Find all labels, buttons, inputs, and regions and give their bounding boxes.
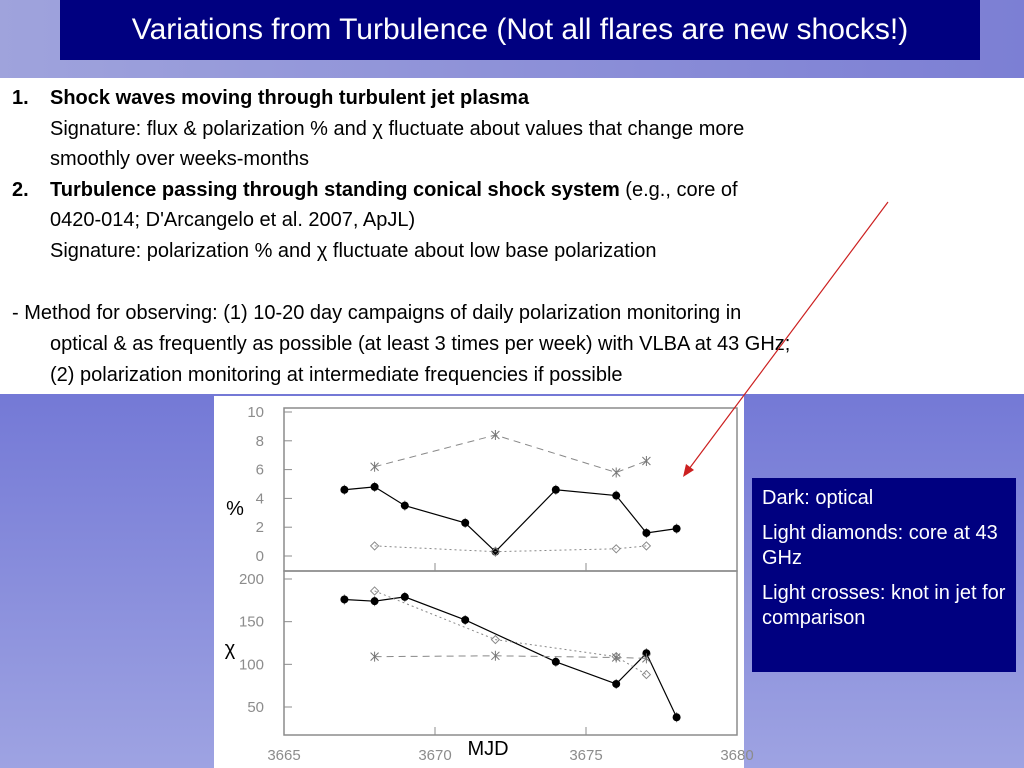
legend-dark: Dark: optical bbox=[762, 487, 874, 509]
chi-core-point bbox=[641, 669, 652, 680]
arrow-head-icon bbox=[683, 464, 694, 477]
x-axis-label: MJD bbox=[467, 738, 508, 760]
pct-core-point bbox=[369, 541, 380, 551]
chi-optical-point bbox=[370, 597, 379, 606]
chi-knot-point bbox=[642, 653, 651, 664]
item-2-number: 2. bbox=[12, 179, 29, 201]
chi-knot-line bbox=[374, 655, 647, 659]
chi-core-point bbox=[369, 586, 380, 596]
chi-core-43-GHz-line bbox=[374, 590, 647, 676]
method-line-2: optical & as frequently as possible (at … bbox=[50, 333, 791, 355]
y-tick-label-top: 8 bbox=[256, 433, 264, 450]
chi-optical-point bbox=[461, 615, 470, 624]
pct-optical-line bbox=[344, 486, 677, 553]
pct-optical-point bbox=[612, 491, 621, 500]
pct-optical-point bbox=[461, 518, 470, 527]
y-tick-label-bottom: 150 bbox=[239, 614, 264, 631]
bottom-plot-frame bbox=[283, 570, 738, 736]
chi-knot-point bbox=[370, 651, 379, 662]
pct-optical-point bbox=[340, 485, 349, 494]
item-1-signature: Signature: flux & polarization % and χ f… bbox=[50, 118, 745, 140]
pct-knot-point bbox=[611, 467, 621, 478]
y-tick-label-top: 10 bbox=[247, 404, 264, 421]
pct-core-point bbox=[641, 541, 652, 551]
chi-optical-point bbox=[612, 679, 621, 688]
chi-core-point bbox=[490, 634, 501, 645]
y-tick-label-top: 6 bbox=[256, 462, 264, 479]
item-2-reference: 0420-014; D'Arcangelo et al. 2007, ApJL) bbox=[50, 209, 416, 231]
pct-knot-point bbox=[491, 430, 500, 441]
legend-box: Dark: optical Light diamonds: core at 43… bbox=[752, 478, 1016, 672]
y-tick-label-top: 0 bbox=[256, 548, 264, 565]
pct-core-43-GHz-line bbox=[374, 545, 647, 553]
chi-optical-point bbox=[551, 657, 560, 666]
pct-optical-point bbox=[551, 485, 560, 494]
pct-optical-point bbox=[370, 482, 379, 491]
y-tick-label-bottom: 200 bbox=[239, 571, 264, 588]
item-2-heading: Turbulence passing through standing coni… bbox=[50, 179, 738, 201]
chi-optical-point bbox=[642, 649, 651, 658]
page-title: Variations from Turbulence (Not all flar… bbox=[60, 0, 980, 60]
plot-panel bbox=[214, 396, 744, 768]
chi-knot-point bbox=[491, 650, 500, 661]
y-tick-label-bottom: 100 bbox=[239, 656, 264, 673]
pct-knot-point bbox=[370, 461, 379, 472]
chi-optical-point bbox=[340, 595, 349, 604]
method-line-3: (2) polarization monitoring at intermedi… bbox=[50, 364, 623, 386]
x-tick-label: 3670 bbox=[418, 747, 451, 764]
legend-diamonds: Light diamonds: core at 43 GHz bbox=[762, 522, 998, 569]
y-tick-label-bottom: 50 bbox=[247, 699, 264, 716]
chi-optical-line bbox=[344, 596, 678, 718]
pointer-arrow bbox=[685, 201, 889, 474]
y-axis-label-percent: % bbox=[226, 498, 244, 520]
pct-optical-point bbox=[400, 501, 409, 510]
pct-knot-line bbox=[374, 434, 647, 474]
item-1-signature-cont: smoothly over weeks-months bbox=[50, 148, 309, 170]
y-tick-label-top: 2 bbox=[256, 519, 264, 536]
pct-optical-point bbox=[672, 524, 681, 533]
chi-optical-point bbox=[400, 592, 409, 601]
pct-core-point bbox=[490, 546, 501, 557]
method-line-1: - Method for observing: (1) 10-20 day ca… bbox=[12, 302, 742, 324]
item-1-number: 1. bbox=[12, 87, 29, 109]
y-axis-label-chi: χ bbox=[225, 638, 236, 660]
pct-core-point bbox=[611, 544, 621, 554]
chi-knot-point bbox=[611, 652, 621, 663]
y-tick-label-top: 4 bbox=[256, 490, 264, 507]
x-tick-label: 3680 bbox=[720, 747, 753, 764]
pct-knot-point bbox=[642, 455, 651, 466]
item-1-heading: Shock waves moving through turbulent jet… bbox=[50, 87, 529, 109]
pct-optical-point bbox=[642, 528, 651, 537]
text-content: 1. Shock waves moving through turbulent … bbox=[0, 78, 1024, 394]
x-tick-label: 3675 bbox=[569, 747, 602, 764]
legend-crosses: Light crosses: knot in jet for compariso… bbox=[762, 582, 1006, 629]
item-2-signature: Signature: polarization % and χ fluctuat… bbox=[50, 240, 657, 262]
x-tick-label: 3665 bbox=[267, 747, 300, 764]
chi-optical-point bbox=[672, 713, 681, 722]
